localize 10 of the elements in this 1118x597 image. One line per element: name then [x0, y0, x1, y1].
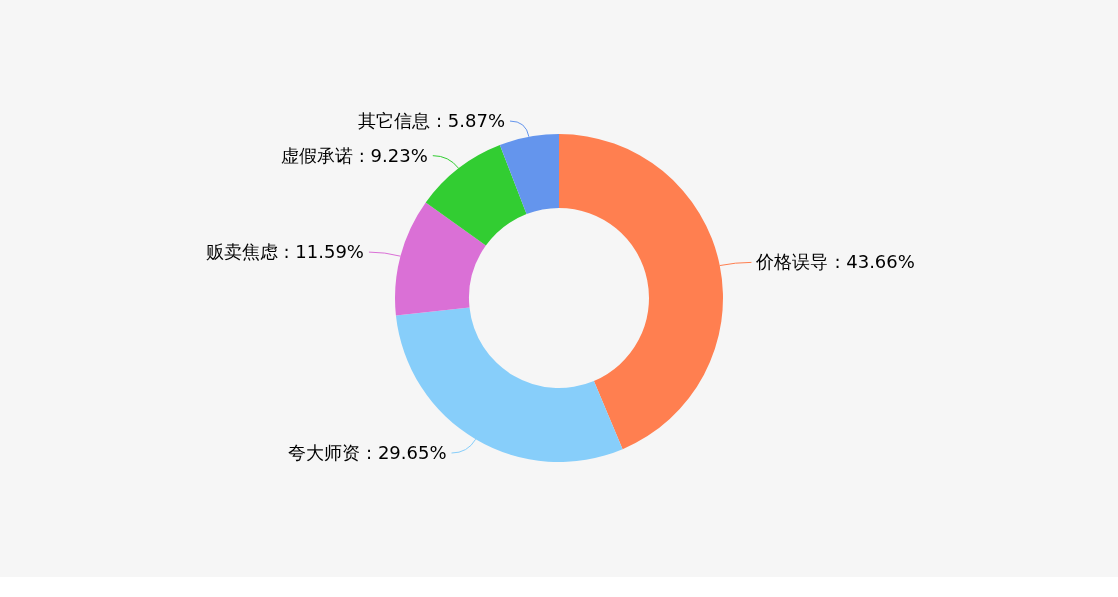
data-label: : 43.66% — [834, 251, 915, 273]
slice-label: 价格误导 — [755, 251, 829, 273]
data-label: : 5.87% — [436, 110, 505, 132]
slice-label: 夸大师资 — [288, 442, 361, 464]
slice-label: 其它信息 — [358, 110, 431, 132]
data-label: : 29.65% — [366, 442, 447, 464]
slice-label: 虚假承诺 — [280, 144, 353, 166]
data-label: : 11.59% — [283, 241, 364, 263]
slice-label: 贩卖焦虑 — [205, 241, 278, 263]
data-label: : 9.23% — [358, 144, 428, 166]
